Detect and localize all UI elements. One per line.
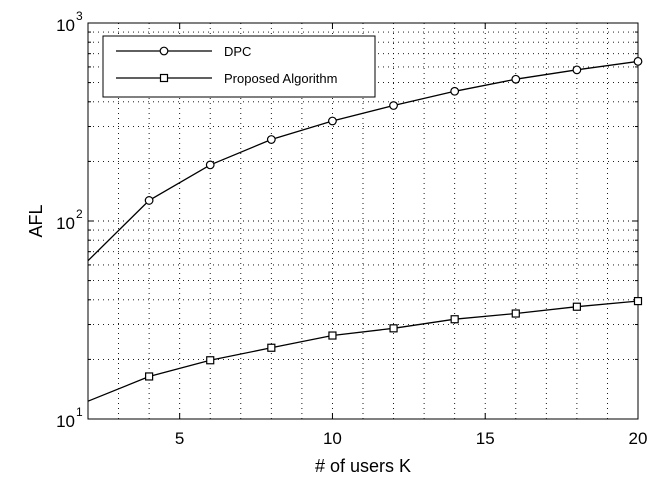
- data-series: [87, 56, 643, 402]
- data-point-proposed: [389, 324, 398, 333]
- data-point-dpc: [205, 160, 215, 170]
- data-point-proposed: [145, 372, 154, 381]
- data-point-dpc: [266, 135, 276, 144]
- x-tick-label: 15: [476, 429, 495, 448]
- x-tick-label: 10: [323, 429, 342, 448]
- data-point-proposed: [328, 331, 337, 340]
- data-point-dpc: [633, 56, 643, 66]
- y-tick-label-exponent: 1: [76, 405, 83, 419]
- data-point-proposed: [633, 296, 643, 306]
- data-point-dpc: [511, 74, 521, 84]
- y-tick-label: 10: [56, 214, 75, 233]
- legend-label-proposed: Proposed Algorithm: [224, 71, 337, 86]
- y-tick-label: 10: [56, 412, 75, 431]
- data-point-dpc: [389, 101, 398, 110]
- data-point-dpc: [572, 65, 582, 75]
- x-tick-label: 5: [175, 429, 184, 448]
- data-point-dpc: [450, 86, 460, 96]
- legend-label-dpc: DPC: [224, 44, 251, 59]
- data-point-proposed: [450, 315, 459, 324]
- data-point-dpc: [144, 196, 154, 205]
- series-line-dpc: [87, 60, 639, 262]
- legend-box: [102, 35, 376, 98]
- legend: DPC Proposed Algorithm: [102, 35, 376, 98]
- data-point-dpc: [328, 116, 337, 126]
- data-point-proposed: [511, 309, 520, 318]
- series-line-proposed: [87, 300, 639, 402]
- y-tick-label-exponent: 3: [76, 9, 83, 23]
- y-tick-label-exponent: 2: [76, 207, 83, 221]
- legend-marker-dpc: [159, 46, 169, 56]
- y-axis-label: AFL: [26, 204, 46, 237]
- x-tick-label: 20: [629, 429, 648, 448]
- legend-marker-proposed: [159, 73, 169, 83]
- y-tick-label: 10: [56, 16, 75, 35]
- data-point-proposed: [572, 302, 581, 311]
- data-point-proposed: [206, 356, 215, 365]
- data-point-proposed: [267, 343, 276, 352]
- x-axis-label: # of users K: [315, 456, 411, 476]
